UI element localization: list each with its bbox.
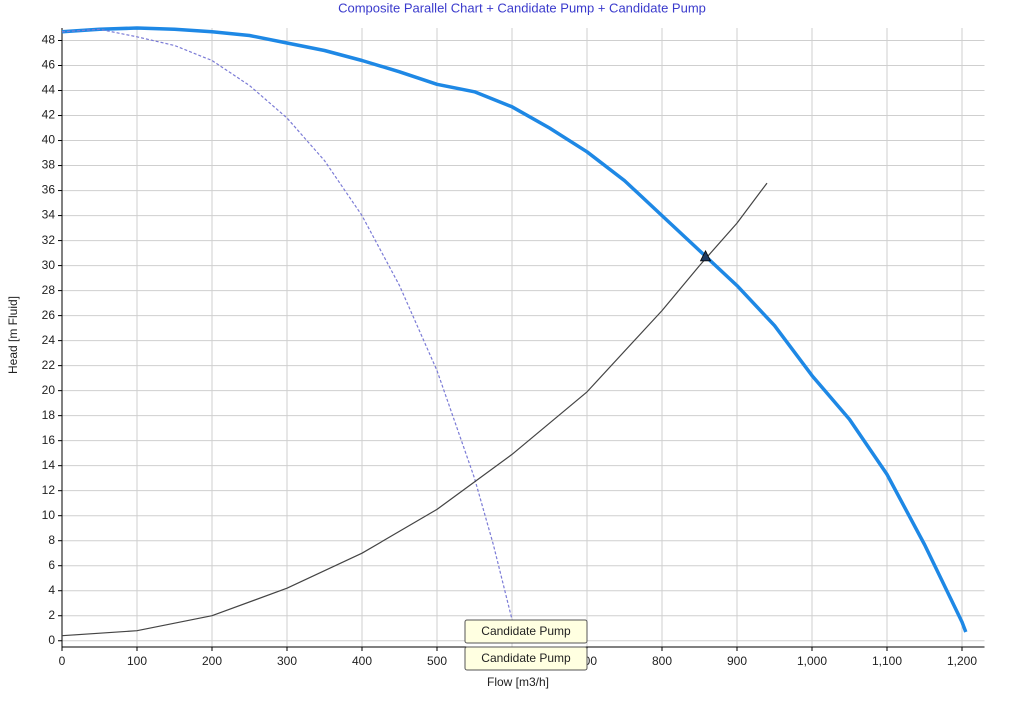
- y-tick-label: 34: [42, 208, 56, 222]
- annotation-box: [464, 646, 588, 671]
- x-axis-label: Flow [m3/h]: [487, 675, 549, 689]
- y-tick-label: 4: [48, 583, 55, 597]
- annotation: Candidate Pump: [464, 619, 588, 644]
- x-tick-label: 900: [727, 654, 747, 668]
- y-tick-label: 30: [42, 258, 56, 272]
- annotation: Candidate Pump: [464, 646, 588, 671]
- y-tick-label: 38: [42, 158, 56, 172]
- y-tick-label: 0: [48, 633, 55, 647]
- x-tick-label: 200: [202, 654, 222, 668]
- x-tick-label: 1,000: [797, 654, 827, 668]
- y-tick-label: 48: [42, 33, 56, 47]
- x-tick-label: 100: [127, 654, 147, 668]
- y-tick-label: 26: [42, 308, 56, 322]
- y-tick-label: 12: [42, 483, 56, 497]
- annotation-text: Candidate Pump: [481, 624, 571, 638]
- x-tick-label: 500: [427, 654, 447, 668]
- x-tick-label: 0: [59, 654, 66, 668]
- x-tick-label: 1,100: [872, 654, 902, 668]
- series-line: [61, 182, 768, 637]
- x-tick-label: 300: [277, 654, 297, 668]
- y-tick-label: 36: [42, 183, 56, 197]
- chart-title: Composite Parallel Chart + Candidate Pum…: [338, 0, 706, 15]
- operating-point: [699, 249, 712, 262]
- y-tick-label: 28: [42, 283, 56, 297]
- y-tick-label: 18: [42, 408, 56, 422]
- x-tick-label: 1,200: [947, 654, 977, 668]
- y-tick-label: 22: [42, 358, 56, 372]
- y-tick-label: 24: [42, 333, 56, 347]
- y-tick-label: 6: [48, 558, 55, 572]
- y-tick-label: 46: [42, 58, 56, 72]
- x-tick-label: 400: [352, 654, 372, 668]
- series-line: [61, 26, 968, 633]
- annotation-box: [464, 619, 588, 644]
- series-line: [61, 28, 513, 620]
- y-tick-label: 16: [42, 433, 56, 447]
- y-tick-label: 42: [42, 108, 56, 122]
- y-tick-label: 8: [48, 533, 55, 547]
- y-tick-label: 2: [48, 608, 55, 622]
- plot-area: 0246810121416182022242628303234363840424…: [42, 26, 985, 668]
- y-tick-label: 10: [42, 508, 56, 522]
- x-tick-label: 800: [652, 654, 672, 668]
- y-tick-label: 20: [42, 383, 56, 397]
- y-tick-label: 40: [42, 133, 56, 147]
- y-tick-label: 44: [42, 83, 56, 97]
- annotation-text: Candidate Pump: [481, 651, 571, 665]
- y-tick-label: 32: [42, 233, 56, 247]
- y-tick-label: 14: [42, 458, 56, 472]
- y-axis-label: Head [m Fluid]: [6, 296, 20, 374]
